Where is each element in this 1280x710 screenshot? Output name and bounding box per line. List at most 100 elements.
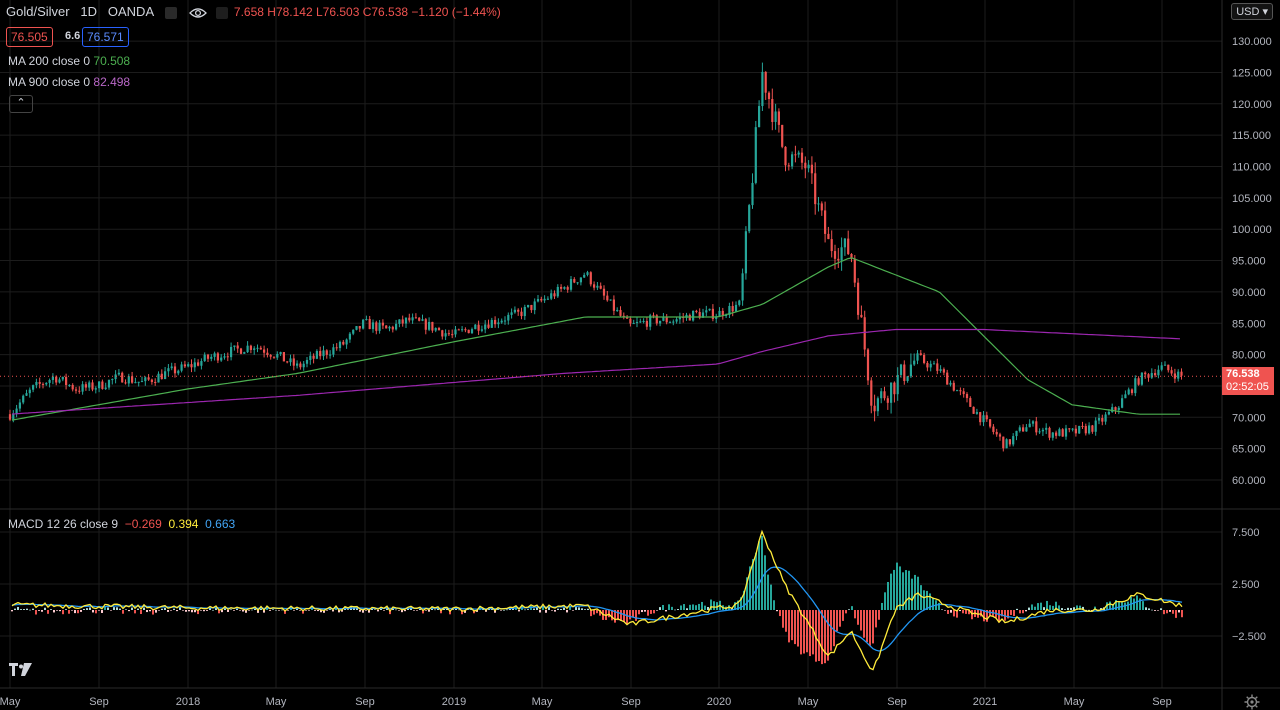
macd-histogram-bar	[839, 610, 841, 627]
macd-histogram-bar	[857, 610, 859, 625]
candle-body	[1048, 427, 1051, 438]
macd-histogram-bar	[164, 608, 166, 610]
candle-body	[1144, 372, 1147, 375]
candle-body	[203, 354, 206, 362]
candle-body	[104, 387, 107, 389]
candle-body	[164, 371, 167, 380]
macd-histogram-bar	[527, 609, 529, 610]
macd-histogram-bar	[221, 610, 223, 613]
more-icon[interactable]	[216, 6, 229, 19]
macd-histogram-bar	[938, 602, 940, 610]
candle-body	[391, 326, 394, 330]
bid-price-box[interactable]: 76.505	[6, 27, 53, 47]
candle-body	[187, 364, 190, 367]
candle-body	[1167, 364, 1170, 371]
macd-histogram-bar	[959, 610, 961, 612]
candle-body	[870, 380, 873, 406]
tradingview-logo-icon[interactable]	[8, 660, 34, 680]
macd-histogram-bar	[200, 610, 202, 611]
macd-histogram-bar	[455, 608, 457, 610]
candle-body	[503, 320, 507, 322]
candle-body	[216, 353, 219, 361]
time-axis-label: May	[0, 696, 21, 708]
candle-body	[998, 434, 1002, 437]
macd-histogram-bar	[809, 610, 811, 657]
candle-body	[299, 363, 302, 368]
macd-histogram-bar	[1031, 604, 1033, 610]
macd-histogram-bar	[536, 607, 538, 610]
candle-body	[863, 317, 866, 350]
currency-button[interactable]: USD ▾	[1231, 3, 1273, 20]
candle-body	[731, 306, 734, 312]
macd-histogram-bar	[422, 610, 424, 614]
candle-body	[800, 152, 804, 163]
macd-histogram-bar	[44, 607, 46, 610]
symbol-title[interactable]: Gold/Silver	[6, 4, 70, 19]
candle-body	[15, 408, 18, 414]
time-axis-label: Sep	[89, 696, 109, 708]
macd-histogram-bar	[1073, 607, 1075, 610]
macd-histogram-bar	[896, 562, 898, 610]
candle-body	[315, 350, 318, 359]
candle-body	[292, 358, 295, 366]
candle-body	[289, 358, 292, 363]
macd-histogram-bar	[878, 610, 880, 620]
candle-body	[701, 312, 705, 318]
candle-body	[170, 366, 173, 369]
candle-body	[210, 356, 213, 359]
macd-histogram-bar	[35, 610, 37, 615]
candle-body	[645, 320, 648, 327]
macd-histogram-bar	[872, 610, 874, 644]
interval-label[interactable]: 1D	[80, 4, 98, 19]
macd-histogram-bar	[854, 610, 856, 619]
macd-signal-value: 0.663	[205, 517, 236, 531]
candle-body	[58, 379, 61, 383]
macd-legend[interactable]: MACD 12 26 close 9 −0.269 0.394 0.663	[8, 517, 235, 531]
macd-histogram-bar	[1025, 610, 1027, 612]
candle-body	[665, 317, 668, 323]
macd-histogram-bar	[641, 610, 643, 613]
candle-body	[777, 111, 780, 125]
candle-body	[1002, 436, 1005, 449]
compare-toggle-icon[interactable]	[165, 6, 178, 19]
candle-body	[206, 354, 210, 359]
candle-body	[688, 314, 691, 321]
candle-body	[1130, 389, 1134, 394]
candle-body	[1088, 425, 1091, 434]
eye-icon[interactable]	[188, 7, 207, 19]
ma900-legend[interactable]: MA 900 close 0 82.498	[8, 75, 130, 89]
collapse-legend-button[interactable]: ⌃	[9, 95, 33, 113]
macd-histogram-bar	[101, 610, 103, 613]
macd-histogram-bar	[1037, 603, 1039, 610]
macd-histogram-bar	[737, 600, 739, 610]
ask-price-box[interactable]: 76.571	[82, 27, 129, 47]
candle-body	[375, 322, 378, 331]
macd-histogram-bar	[911, 578, 913, 610]
candle-body	[675, 319, 678, 322]
macd-histogram-bar	[443, 608, 445, 610]
candle-body	[28, 389, 31, 394]
macd-histogram-bar	[263, 610, 265, 613]
candle-body	[866, 349, 870, 381]
candle-body	[784, 146, 787, 166]
candle-body	[936, 363, 939, 371]
candle-body	[81, 384, 84, 392]
candle-body	[441, 330, 444, 337]
macd-histogram-bar	[1007, 610, 1009, 619]
candle-body	[850, 253, 853, 259]
macd-histogram-bar	[1139, 598, 1141, 610]
macd-histogram-bar	[362, 610, 364, 613]
price-axis-label: 120.000	[1232, 99, 1272, 111]
candle-body	[1018, 427, 1021, 431]
candle-body	[8, 414, 12, 420]
candle-body	[711, 308, 714, 319]
candle-body	[1111, 407, 1114, 412]
macd-histogram-bar	[467, 609, 469, 610]
macd-histogram-bar	[182, 610, 184, 611]
macd-histogram-bar	[1166, 610, 1168, 614]
macd-axis-label: 7.500	[1232, 527, 1260, 539]
settings-gear-icon[interactable]	[1244, 694, 1260, 710]
candle-body	[127, 376, 130, 384]
ma200-legend[interactable]: MA 200 close 0 70.508	[8, 54, 130, 68]
